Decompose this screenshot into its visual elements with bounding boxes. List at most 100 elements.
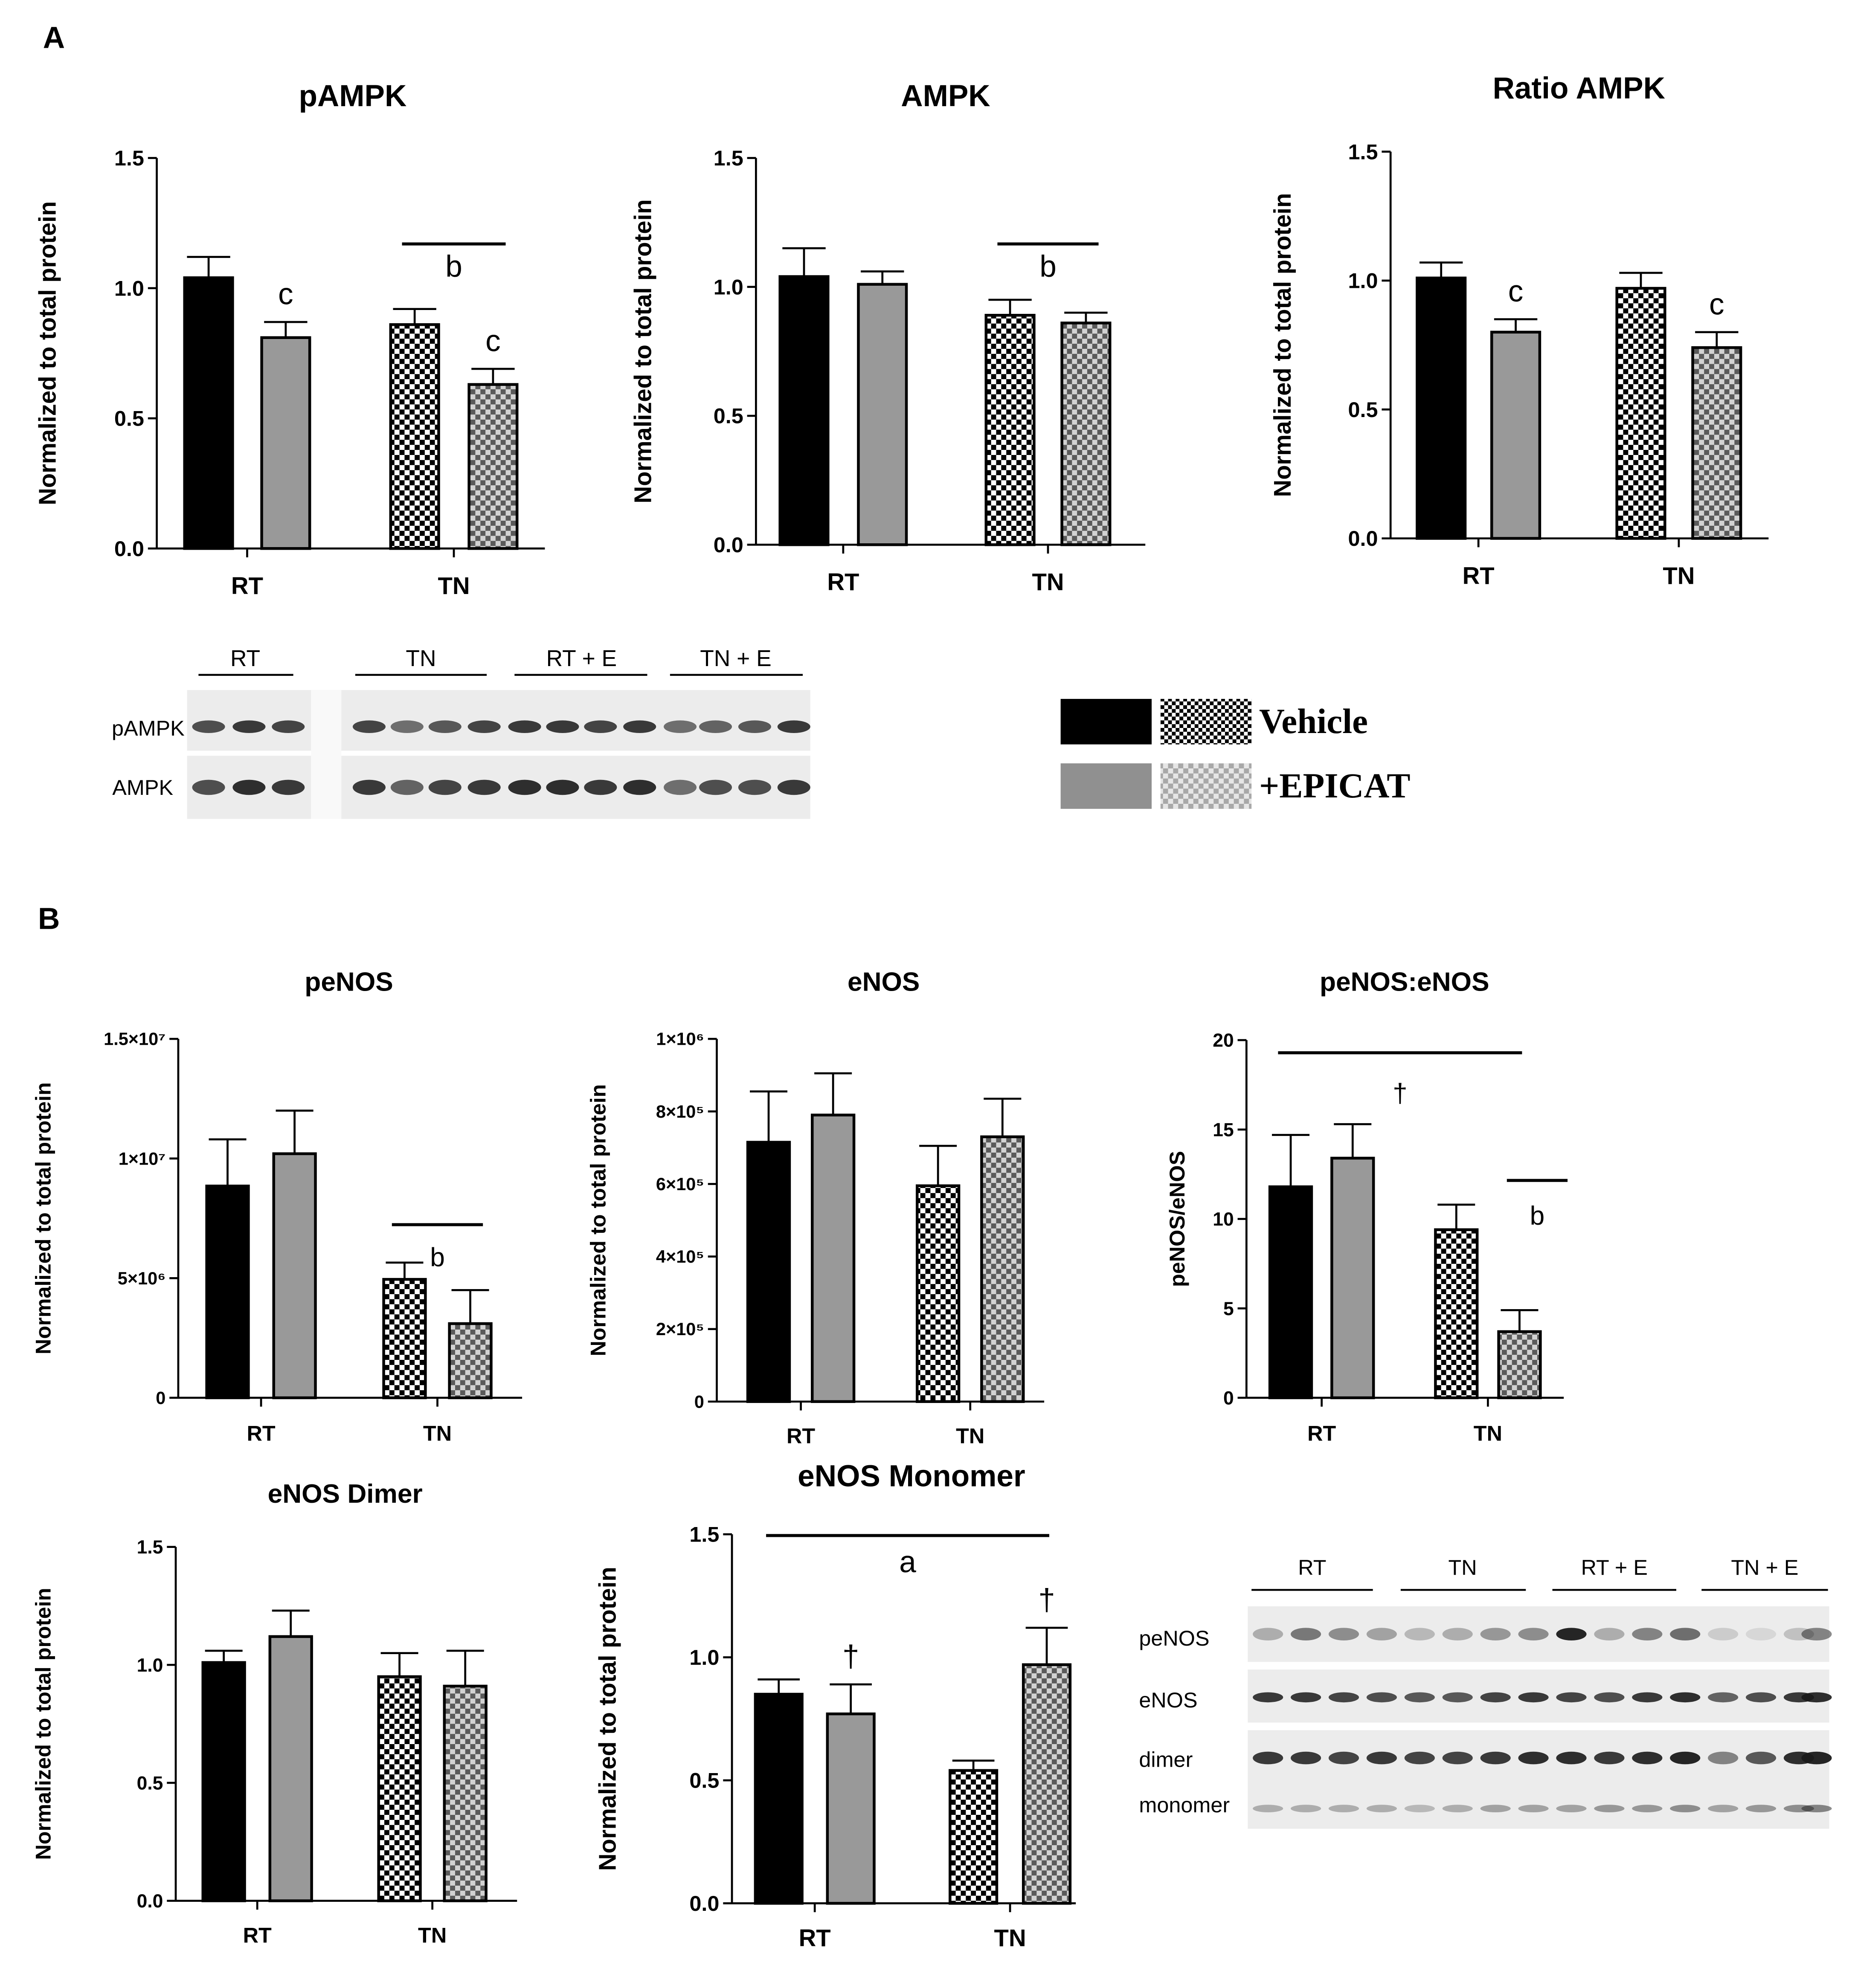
blot-band (1253, 1751, 1283, 1765)
y-axis-label: Normalized to total protein (1269, 193, 1296, 497)
y-tick-label: 2×10⁵ (656, 1319, 704, 1339)
blot-band (1556, 1805, 1587, 1813)
blot-band (1480, 1805, 1511, 1813)
western-blot-b: RT TN RT + E TN + E peNOS eNOS dimer mon… (1139, 1555, 1832, 1829)
chart-ampk: AMPK Normalized to total protein 0.0 0.5 1.0… (629, 79, 1146, 595)
y-tick-label: 0.0 (689, 1891, 719, 1916)
blot-band (1366, 1628, 1397, 1640)
x-tick-label: RT (1463, 562, 1495, 589)
chart-enos-dimer: eNOS Dimer Normalized to total protein 0.0… (31, 1479, 517, 1947)
blot-band (1404, 1751, 1435, 1765)
blot-band (232, 780, 266, 795)
x-tick-label: RT (827, 568, 859, 595)
x-tick-label: TN (1663, 562, 1695, 589)
chart-title: eNOS (848, 968, 920, 997)
significance-letter: a (899, 1545, 916, 1579)
y-axis-label: Normalized to total protein (31, 1588, 55, 1860)
blot-band (1801, 1628, 1832, 1640)
chart-penos: peNOS Normalized to total protein 0 5×10⁶ 1×… (31, 968, 523, 1446)
x-tick-label: TN (1032, 568, 1064, 595)
blot-band (1328, 1751, 1359, 1765)
x-tick-label: RT (231, 572, 263, 599)
blot-band (1518, 1628, 1549, 1640)
y-axis-label: Normalized to total protein (31, 1082, 55, 1354)
bar (467, 383, 519, 550)
blot-band (1291, 1692, 1321, 1703)
bar (268, 1635, 313, 1902)
blot-band (1632, 1692, 1663, 1703)
bar (443, 1684, 488, 1902)
y-tick-label: 1.0 (1348, 269, 1378, 293)
legend-swatch-vehicle-solid (1060, 698, 1152, 745)
blot-band (272, 720, 305, 733)
bar (382, 1278, 427, 1400)
y-axis-label: peNOS/eNOS (1165, 1151, 1189, 1287)
chart-penos-enos-ratio: peNOS:eNOS peNOS/eNOS 0 5 10 15 20 RT TN † b (1165, 968, 1568, 1446)
y-axis-label: Normalized to total protein (594, 1567, 621, 1871)
blot-a-row-ampk: AMPK (112, 775, 173, 800)
y-tick-label: 1.0 (714, 275, 743, 299)
y-tick-label: 0 (694, 1391, 704, 1411)
legend-swatch-epicat-checkered (1160, 763, 1252, 809)
y-tick-label: 1.5 (1348, 139, 1378, 164)
bar (183, 276, 234, 550)
blot-band (192, 720, 225, 733)
blot-band (1442, 1805, 1473, 1813)
blot-band (1291, 1628, 1321, 1640)
x-tick-label: RT (243, 1923, 272, 1947)
blot-band (508, 720, 541, 733)
blot-band (584, 780, 617, 795)
y-tick-label: 1.5 (114, 146, 144, 170)
chart-title: eNOS Dimer (268, 1479, 423, 1509)
significance-letter: c (1508, 275, 1524, 308)
y-tick-label: 1.5 (137, 1537, 163, 1558)
blot-band (192, 780, 225, 795)
bar (377, 1675, 422, 1902)
blot-band (352, 780, 386, 795)
panel-label-a: A (43, 21, 65, 55)
bar (980, 1135, 1025, 1403)
blot-band (1708, 1692, 1739, 1703)
blot-band (1480, 1692, 1511, 1703)
x-tick-label: RT (247, 1421, 275, 1446)
blot-a-row-pampk: pAMPK (112, 716, 185, 740)
blot-band (1442, 1628, 1473, 1640)
blot-b-row-enos: eNOS (1139, 1688, 1197, 1712)
blot-band (428, 780, 462, 795)
blot-b-row-monomer: monomer (1139, 1793, 1230, 1817)
blot-band (1746, 1751, 1777, 1765)
blot-band (1632, 1628, 1663, 1640)
y-tick-label: 0.5 (1348, 397, 1378, 422)
significance-letter: b (1530, 1201, 1545, 1231)
y-tick-label: 1.0 (689, 1645, 719, 1669)
bar (389, 323, 440, 550)
blot-band (1594, 1751, 1625, 1765)
blot-b-group-rt: RT (1298, 1555, 1326, 1579)
blot-band (1328, 1692, 1359, 1703)
chart-title: peNOS (305, 968, 393, 997)
blot-band (1366, 1692, 1397, 1703)
y-tick-label: 10 (1213, 1209, 1234, 1230)
blot-band (1801, 1805, 1832, 1813)
blot-a-group-tn: TN (406, 646, 436, 671)
blot-a-group-tn-e: TN + E (700, 646, 771, 671)
blot-band (699, 720, 732, 733)
bar (448, 1322, 493, 1400)
blot-band (1404, 1628, 1435, 1640)
blot-b-group-rt-e: RT + E (1581, 1555, 1648, 1579)
blot-band (1518, 1751, 1549, 1765)
bar (1497, 1330, 1542, 1400)
panel-label-b: B (38, 902, 60, 936)
blot-band (1328, 1805, 1359, 1813)
chart-ratio-ampk: Ratio AMPK Normalized to total protein 0.0… (1269, 72, 1769, 589)
blot-band (1708, 1805, 1739, 1813)
chart-title: pAMPK (299, 79, 406, 113)
blot-band (1518, 1805, 1549, 1813)
blot-band (1328, 1628, 1359, 1640)
bar (857, 283, 908, 546)
blot-band (272, 780, 305, 795)
blot-b-row-dimer: dimer (1139, 1747, 1193, 1771)
blot-band (1253, 1805, 1283, 1813)
blot-band (1556, 1751, 1587, 1765)
